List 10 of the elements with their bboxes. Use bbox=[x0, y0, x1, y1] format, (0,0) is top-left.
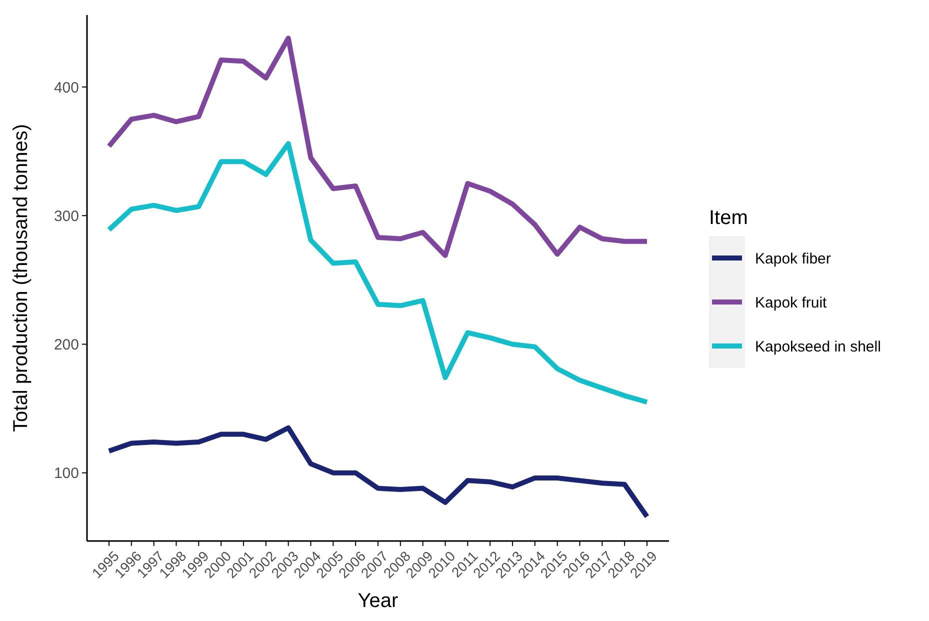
legend-label: Kapok fruit bbox=[755, 294, 828, 312]
x-axis-title: Year bbox=[358, 590, 399, 612]
y-tick-label: 100 bbox=[54, 465, 79, 482]
y-tick-label: 300 bbox=[54, 208, 79, 225]
legend-title: Item bbox=[709, 207, 748, 229]
y-tick-label: 200 bbox=[54, 336, 79, 354]
y-tick-label: 400 bbox=[54, 79, 79, 96]
legend-label: Kapokseed in shell bbox=[755, 338, 881, 356]
y-axis-title: Total production (thousand tonnes) bbox=[10, 124, 32, 432]
legend-label: Kapok fiber bbox=[755, 250, 831, 268]
